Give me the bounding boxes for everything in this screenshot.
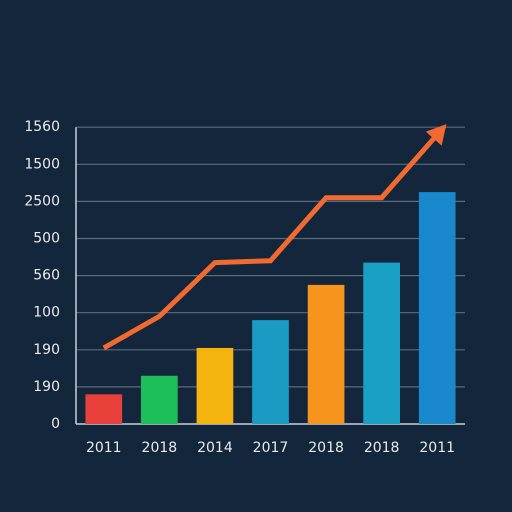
bar xyxy=(363,262,400,424)
y-tick-label: 500 xyxy=(33,231,60,247)
bar xyxy=(252,320,289,424)
bar xyxy=(196,347,234,424)
bar xyxy=(307,284,345,424)
y-tick-label: 100 xyxy=(33,305,60,321)
trend-line xyxy=(102,132,440,351)
arrow-head xyxy=(425,124,447,146)
bar xyxy=(85,394,123,424)
y-tick-label: 560 xyxy=(33,268,60,284)
x-tick-label: 2018 xyxy=(142,440,178,456)
y-tick-label: 190 xyxy=(33,342,60,358)
x-tick-label: 2011 xyxy=(86,440,122,456)
x-tick-label: 2018 xyxy=(364,440,400,456)
y-tick-label: 190 xyxy=(33,379,60,395)
x-tick-label: 2014 xyxy=(197,440,233,456)
y-tick-label: 1560 xyxy=(24,119,60,135)
bar xyxy=(141,375,178,424)
y-tick-label: 1500 xyxy=(24,156,60,172)
x-tick-label: 2017 xyxy=(253,440,289,456)
bar xyxy=(418,192,456,424)
x-tick-label: 2018 xyxy=(308,440,344,456)
y-tick-label: 0 xyxy=(51,416,60,432)
x-tick-label: 2011 xyxy=(419,440,455,456)
y-tick-label: 2500 xyxy=(24,193,60,209)
